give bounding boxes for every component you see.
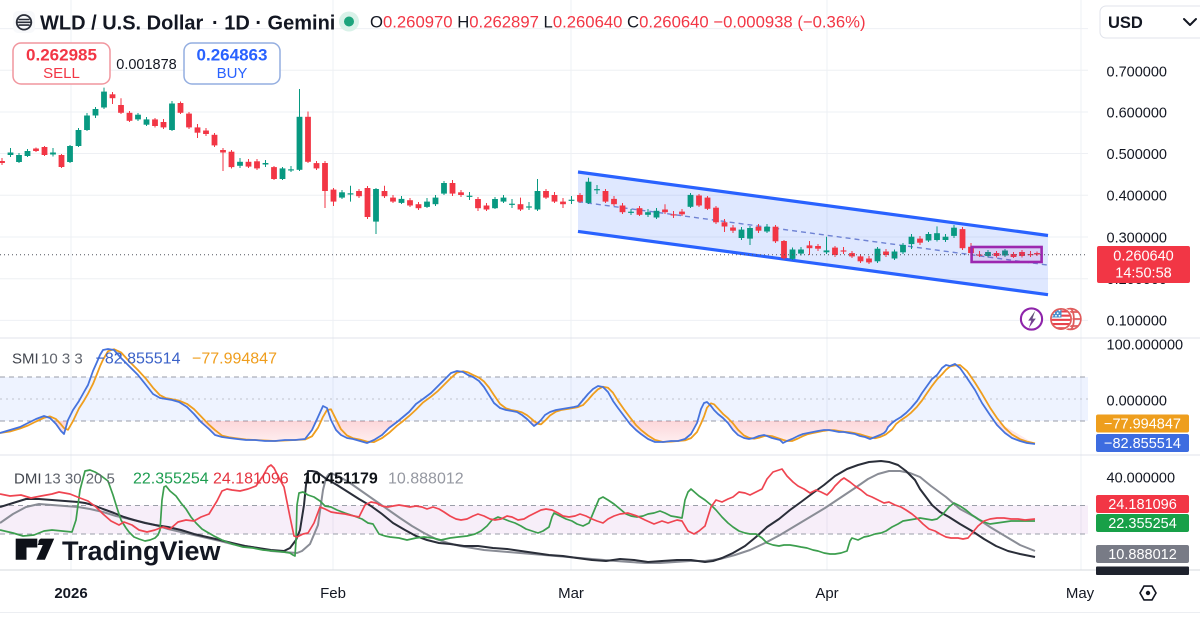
svg-text:SELL: SELL	[43, 65, 80, 82]
svg-text:BUY: BUY	[217, 65, 248, 82]
svg-text:0.300000: 0.300000	[1107, 230, 1167, 246]
svg-text:O0.260970 H0.262897 L0.260640: O0.260970 H0.262897 L0.260640 C0.260640 …	[370, 13, 866, 32]
svg-text:24.181096: 24.181096	[213, 471, 289, 488]
svg-text:WLD / U.S. Dollar: WLD / U.S. Dollar	[40, 13, 204, 35]
svg-text:−77.994847: −77.994847	[192, 351, 277, 368]
svg-text:−82.855514: −82.855514	[1104, 436, 1181, 452]
svg-text:0.700000: 0.700000	[1107, 64, 1167, 80]
svg-text:0.600000: 0.600000	[1107, 106, 1167, 122]
svg-text:10 3 3: 10 3 3	[41, 351, 83, 368]
svg-text:· 1D · Gemini: · 1D · Gemini	[212, 13, 335, 35]
svg-text:14:50:58: 14:50:58	[1115, 266, 1171, 282]
svg-text:0.500000: 0.500000	[1107, 147, 1167, 163]
svg-text:22.355254: 22.355254	[1108, 516, 1177, 532]
svg-text:100.000000: 100.000000	[1107, 337, 1184, 353]
svg-text:SMI: SMI	[12, 351, 39, 368]
svg-text:0.000000: 0.000000	[1107, 393, 1167, 409]
svg-text:0.001878: 0.001878	[116, 57, 176, 73]
svg-text:10.888012: 10.888012	[388, 471, 464, 488]
svg-text:24.181096: 24.181096	[1108, 497, 1177, 513]
svg-text:−82.855514: −82.855514	[96, 351, 181, 368]
svg-text:13 30 20 5: 13 30 20 5	[44, 471, 115, 488]
svg-text:TradingView: TradingView	[62, 536, 222, 566]
svg-text:DMI: DMI	[14, 471, 42, 488]
svg-text:May: May	[1066, 585, 1095, 602]
svg-text:Mar: Mar	[558, 585, 584, 602]
svg-text:10.451179: 10.451179	[303, 471, 378, 488]
svg-text:0.260640: 0.260640	[1113, 249, 1173, 265]
svg-text:40.000000: 40.000000	[1107, 470, 1176, 486]
svg-text:Apr: Apr	[815, 585, 838, 602]
svg-text:0.100000: 0.100000	[1107, 314, 1167, 330]
svg-text:10.888012: 10.888012	[1108, 547, 1177, 563]
svg-text:0.264863: 0.264863	[197, 46, 268, 65]
svg-text:0.262985: 0.262985	[26, 46, 97, 65]
svg-text:2026: 2026	[54, 585, 87, 602]
svg-text:Feb: Feb	[320, 585, 346, 602]
svg-text:−77.994847: −77.994847	[1104, 417, 1181, 433]
svg-text:22.355254: 22.355254	[133, 471, 209, 488]
svg-text:USD: USD	[1108, 14, 1143, 32]
svg-text:0.400000: 0.400000	[1107, 189, 1167, 205]
